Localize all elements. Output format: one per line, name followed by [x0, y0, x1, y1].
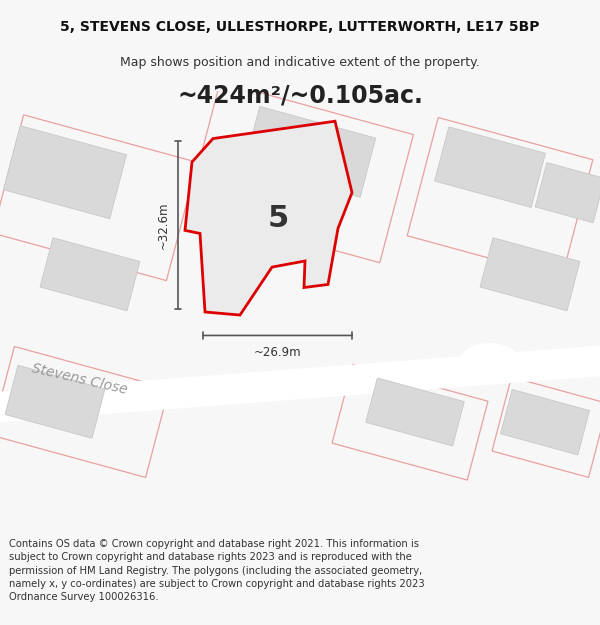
- Polygon shape: [5, 365, 105, 438]
- Polygon shape: [366, 378, 464, 446]
- Polygon shape: [185, 121, 352, 315]
- Ellipse shape: [460, 343, 520, 379]
- Text: Map shows position and indicative extent of the property.: Map shows position and indicative extent…: [120, 56, 480, 69]
- Polygon shape: [40, 238, 140, 311]
- Text: ~32.6m: ~32.6m: [157, 201, 170, 249]
- Text: ~424m²/~0.105ac.: ~424m²/~0.105ac.: [177, 84, 423, 108]
- Polygon shape: [0, 346, 600, 422]
- Polygon shape: [480, 238, 580, 311]
- Text: Stevens Close: Stevens Close: [30, 361, 128, 397]
- Polygon shape: [500, 389, 589, 455]
- Polygon shape: [4, 126, 127, 219]
- Polygon shape: [244, 106, 376, 198]
- Text: ~26.9m: ~26.9m: [254, 346, 301, 359]
- Text: 5, STEVENS CLOSE, ULLESTHORPE, LUTTERWORTH, LE17 5BP: 5, STEVENS CLOSE, ULLESTHORPE, LUTTERWOR…: [60, 20, 540, 34]
- Text: 5: 5: [268, 204, 289, 232]
- Polygon shape: [434, 127, 545, 208]
- Text: Contains OS data © Crown copyright and database right 2021. This information is
: Contains OS data © Crown copyright and d…: [9, 539, 425, 602]
- Polygon shape: [535, 162, 600, 222]
